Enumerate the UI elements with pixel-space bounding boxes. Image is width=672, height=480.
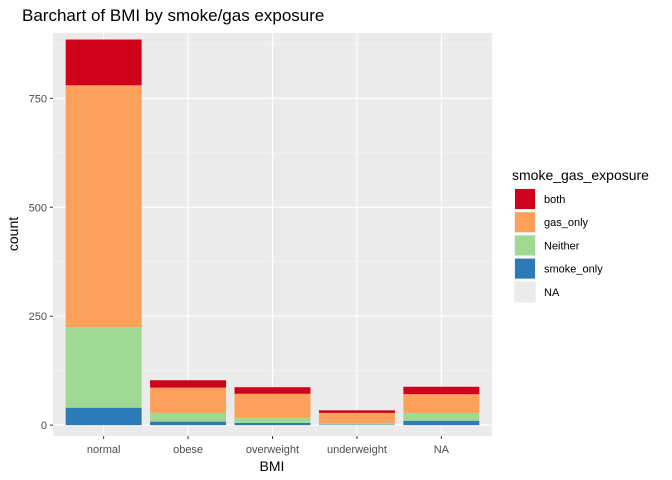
y-tick-label: 250 [29,311,47,323]
bar-segment [234,417,311,423]
bar-segment [65,39,142,86]
x-tick-label: overweight [246,444,299,456]
bar-segment [150,387,227,413]
y-axis: 0 250 500 750 [29,93,53,432]
bar-segment [234,387,311,394]
bar-segment [234,422,311,426]
y-axis-label: count [5,217,21,251]
bar-segment [403,394,480,413]
legend-label: both [544,194,565,206]
x-tick-label: NA [434,444,450,456]
legend-swatch [515,235,535,256]
legend-label: smoke_only [544,264,603,276]
y-tick-label: 500 [29,202,47,214]
bar-segment [318,422,395,425]
legend-label: Neither [544,240,580,252]
bar-segment [234,393,311,418]
legend-swatch [515,281,535,302]
bar-segment [403,420,480,426]
y-tick-label: 0 [41,420,47,432]
legend-swatch [515,189,535,209]
legend: smoke_gas_exposure both gas_only Neither sm… [512,167,649,303]
bar-segment [150,421,227,426]
bar-segment [403,386,480,395]
y-tick-label: 750 [29,93,47,105]
legend-title: smoke_gas_exposure [512,167,649,183]
bar-segment [150,380,227,388]
chart-title: Barchart of BMI by smoke/gas exposure [22,6,324,25]
bar-segment [318,410,395,413]
x-tick-label: obese [173,444,203,456]
bar-segment [65,407,142,426]
x-tick-label: normal [87,444,121,456]
bars [65,39,480,426]
bar-segment [150,412,227,422]
legend-swatch [515,258,535,279]
x-tick-label: underweight [327,444,387,456]
x-axis-label: BMI [260,458,285,474]
x-axis: normal obese overweight underweight NA [87,436,450,456]
bar-segment [403,412,480,421]
legend-label: gas_only [544,217,589,229]
legend-label: NA [544,287,560,299]
legend-swatch [515,212,535,233]
bar-segment [318,412,395,423]
bar-segment [65,85,142,328]
bar-segment [65,327,142,408]
